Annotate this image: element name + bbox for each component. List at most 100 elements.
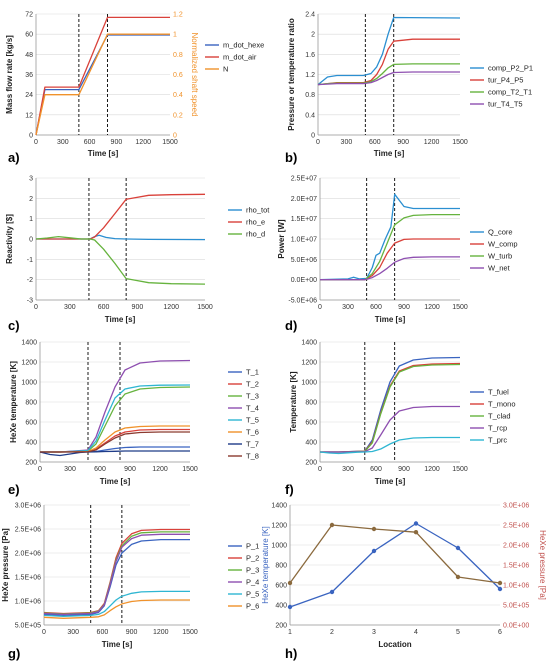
- y-tick-label: 2.0E+07: [291, 196, 317, 203]
- y-tick-label: 1.5E+06: [15, 575, 41, 582]
- legend-label: P_5: [246, 590, 259, 599]
- x-tick-label: 0: [318, 304, 322, 311]
- x-tick-label: 1500: [452, 304, 468, 311]
- x-axis-label: Time [s]: [88, 149, 119, 158]
- series-line-W_net: [320, 256, 460, 281]
- y-tick-label: 72: [25, 12, 33, 19]
- panel-label: b): [285, 150, 297, 165]
- legend-label: T_clad: [488, 412, 511, 421]
- x-tick-label: 1200: [424, 304, 440, 311]
- y-axis-label: Pressure or temperature ratio: [287, 18, 296, 131]
- x-tick-label: 0: [38, 466, 42, 473]
- x-tick-label: 5: [456, 629, 460, 636]
- x-tick-label: 0: [318, 466, 322, 473]
- x-axis-label: Time [s]: [105, 315, 136, 324]
- y2-tick-label: 0.4: [173, 92, 183, 99]
- y-tick-label: 36: [25, 72, 33, 79]
- legend-label: T_2: [246, 380, 259, 389]
- x-tick-label: 1500: [182, 629, 198, 636]
- y2-tick-label: 0.8: [173, 52, 183, 59]
- y-axis-label: Reactivity [$]: [5, 214, 14, 264]
- y-tick-label: 12: [25, 112, 33, 119]
- y-tick-label: 400: [25, 440, 37, 447]
- y-tick-label: 400: [275, 603, 287, 610]
- x-tick-label: 900: [111, 139, 123, 146]
- y-tick-label: 2.4: [305, 12, 315, 19]
- legend-label: T_3: [246, 392, 259, 401]
- x-tick-label: 600: [370, 304, 382, 311]
- x-tick-label: 1500: [452, 139, 468, 146]
- x-tick-label: 300: [64, 304, 76, 311]
- y-tick-label: 1.5E+07: [291, 216, 317, 223]
- y-tick-label: 200: [305, 460, 317, 467]
- x-axis-label: Time [s]: [102, 640, 133, 649]
- y-axis-label: Mass flow rate [kg/s]: [5, 35, 14, 114]
- legend-label: m_dot_air: [223, 53, 257, 62]
- legend-label: P_4: [246, 578, 259, 587]
- x-tick-label: 1500: [452, 466, 468, 473]
- x-tick-label: 900: [132, 304, 144, 311]
- y-tick-label: -1: [27, 257, 33, 264]
- y-tick-label: 800: [25, 400, 37, 407]
- legend-label: rho_d: [246, 230, 265, 239]
- data-point-temperature: [329, 589, 335, 595]
- y-tick-label: 600: [275, 583, 287, 590]
- y-tick-label: 0.0E+00: [291, 277, 317, 284]
- y2-tick-label: 0: [173, 133, 177, 140]
- y-tick-label: 1200: [301, 360, 317, 367]
- series-line-T_8: [40, 431, 190, 453]
- x-tick-label: 900: [126, 629, 138, 636]
- y-tick-label: 1.2: [305, 72, 315, 79]
- legend-label: T_1: [246, 368, 259, 377]
- y-tick-label: 600: [25, 420, 37, 427]
- y-tick-label: 1: [29, 216, 33, 223]
- panel-label: h): [285, 646, 297, 661]
- x-tick-label: 300: [342, 304, 354, 311]
- y-tick-label: -2: [27, 277, 33, 284]
- x-tick-label: 2: [330, 629, 334, 636]
- panel-label: c): [8, 318, 20, 333]
- series-line-T_rcp: [320, 405, 460, 453]
- y-tick-label: 1400: [301, 340, 317, 347]
- legend-label: rho_tot: [246, 206, 270, 215]
- y-tick-label: 1.0E+07: [291, 237, 317, 244]
- y-tick-label: 0.4: [305, 112, 315, 119]
- x-tick-label: 300: [342, 466, 354, 473]
- data-point-temperature: [287, 604, 293, 610]
- series-line-rho_d: [35, 235, 206, 285]
- y2-tick-label: 1.2: [173, 12, 183, 19]
- series-line-Q_core: [319, 193, 460, 281]
- y2-axis-label: Normalized shaft speed: [190, 32, 199, 116]
- panel-label: e): [8, 482, 20, 497]
- data-point-temperature: [371, 548, 377, 554]
- y-tick-label: 5.0E+05: [15, 623, 41, 630]
- y2-axis-label: HeXe pressure [Pa]: [538, 530, 547, 600]
- data-point-pressure: [371, 526, 377, 532]
- y2-tick-label: 2.5E+06: [503, 523, 529, 530]
- legend-label: W_comp: [488, 240, 518, 249]
- y-tick-label: 1.6: [305, 52, 315, 59]
- data-point-temperature: [413, 521, 419, 526]
- x-tick-label: 600: [97, 629, 109, 636]
- x-tick-label: 6: [498, 629, 502, 636]
- data-point-pressure: [413, 530, 419, 535]
- y-tick-label: 2.5E+07: [291, 176, 317, 183]
- x-tick-label: 600: [84, 139, 96, 146]
- y-tick-label: 1400: [271, 503, 287, 510]
- series-line-P_4: [43, 533, 190, 616]
- y2-tick-label: 2.0E+06: [503, 543, 529, 550]
- series-line-m_dot_hexe: [35, 34, 170, 136]
- y-tick-label: 1.0E+06: [15, 599, 41, 606]
- x-tick-label: 1: [288, 629, 292, 636]
- y-tick-label: 400: [305, 440, 317, 447]
- series-line-T_prc: [319, 436, 460, 455]
- panel-label: f): [285, 482, 294, 497]
- x-tick-label: 1200: [424, 139, 440, 146]
- x-tick-label: 0: [34, 304, 38, 311]
- x-tick-label: 300: [67, 629, 79, 636]
- x-tick-label: 3: [372, 629, 376, 636]
- x-tick-label: 900: [398, 466, 410, 473]
- legend-label: W_net: [488, 264, 511, 273]
- data-point-pressure: [329, 522, 335, 528]
- series-line-W_turb: [320, 213, 460, 281]
